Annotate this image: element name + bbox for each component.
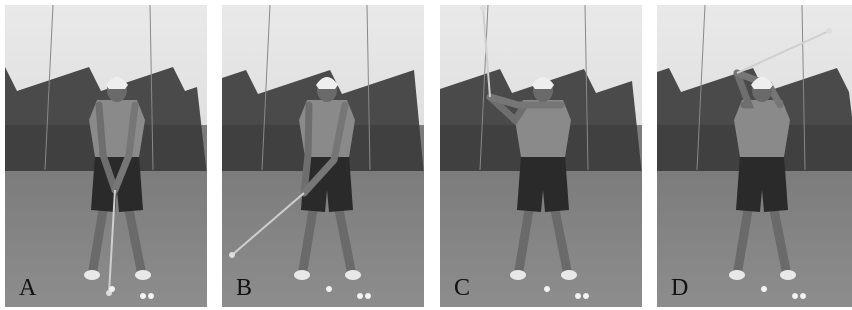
panel-label: B [236,275,252,301]
golf-ball [761,286,767,292]
photo-panel: C [440,5,642,307]
club-head [480,5,486,11]
panel-label: C [454,275,470,301]
shoe [135,270,151,280]
golf-ball [575,293,581,299]
shoe [510,270,526,280]
club-head [826,28,832,34]
golf-ball [109,286,115,292]
golf-ball [792,293,798,299]
golf-ball [365,293,371,299]
golf-ball [148,293,154,299]
club-head [229,252,235,258]
golf-ball [326,286,332,292]
shoe [780,270,796,280]
panel-label: A [19,275,37,301]
golf-ball [357,293,363,299]
shoe [561,270,577,280]
golf-ball [544,286,550,292]
photo-panel: B [222,5,424,307]
shoe [84,270,100,280]
photo-panel: A [5,5,207,307]
golf-ball [583,293,589,299]
golf-ball [800,293,806,299]
photo-panel: D [657,5,852,307]
shoe [294,270,310,280]
shirt [734,100,790,157]
golf-ball [140,293,146,299]
shoe [729,270,745,280]
figure: A B C D [0,0,852,310]
panel-label: D [671,275,688,301]
shoe [345,270,361,280]
